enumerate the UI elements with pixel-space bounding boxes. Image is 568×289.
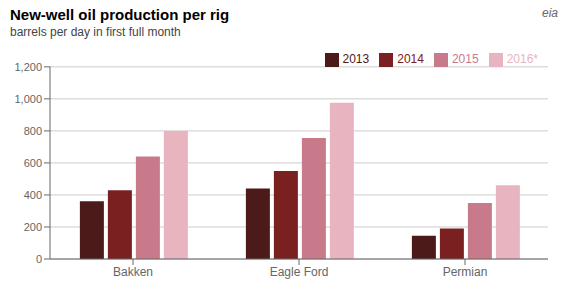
svg-text:Eagle Ford: Eagle Ford [270,265,329,279]
svg-text:0: 0 [36,253,42,265]
svg-text:Permian: Permian [443,265,488,279]
svg-text:1,200: 1,200 [14,61,42,73]
svg-text:200: 200 [24,221,42,233]
svg-text:400: 400 [24,189,42,201]
html-text:2016*: 2016* [506,52,538,66]
html-text:eia: eia [542,6,558,20]
html-text:2013: 2013 [342,52,370,66]
svg-text:800: 800 [24,125,42,137]
svg-text:600: 600 [24,157,42,169]
html-text:2014: 2014 [397,52,424,66]
html-text:barrels per day in first full: barrels per day in first full month [10,25,181,39]
svg-text:Bakken: Bakken [113,265,153,279]
html-text:2015: 2015 [451,52,479,66]
html-text:New-well oil production per ri: New-well oil production per rig [10,6,230,23]
svg-text:1,000: 1,000 [14,93,42,105]
